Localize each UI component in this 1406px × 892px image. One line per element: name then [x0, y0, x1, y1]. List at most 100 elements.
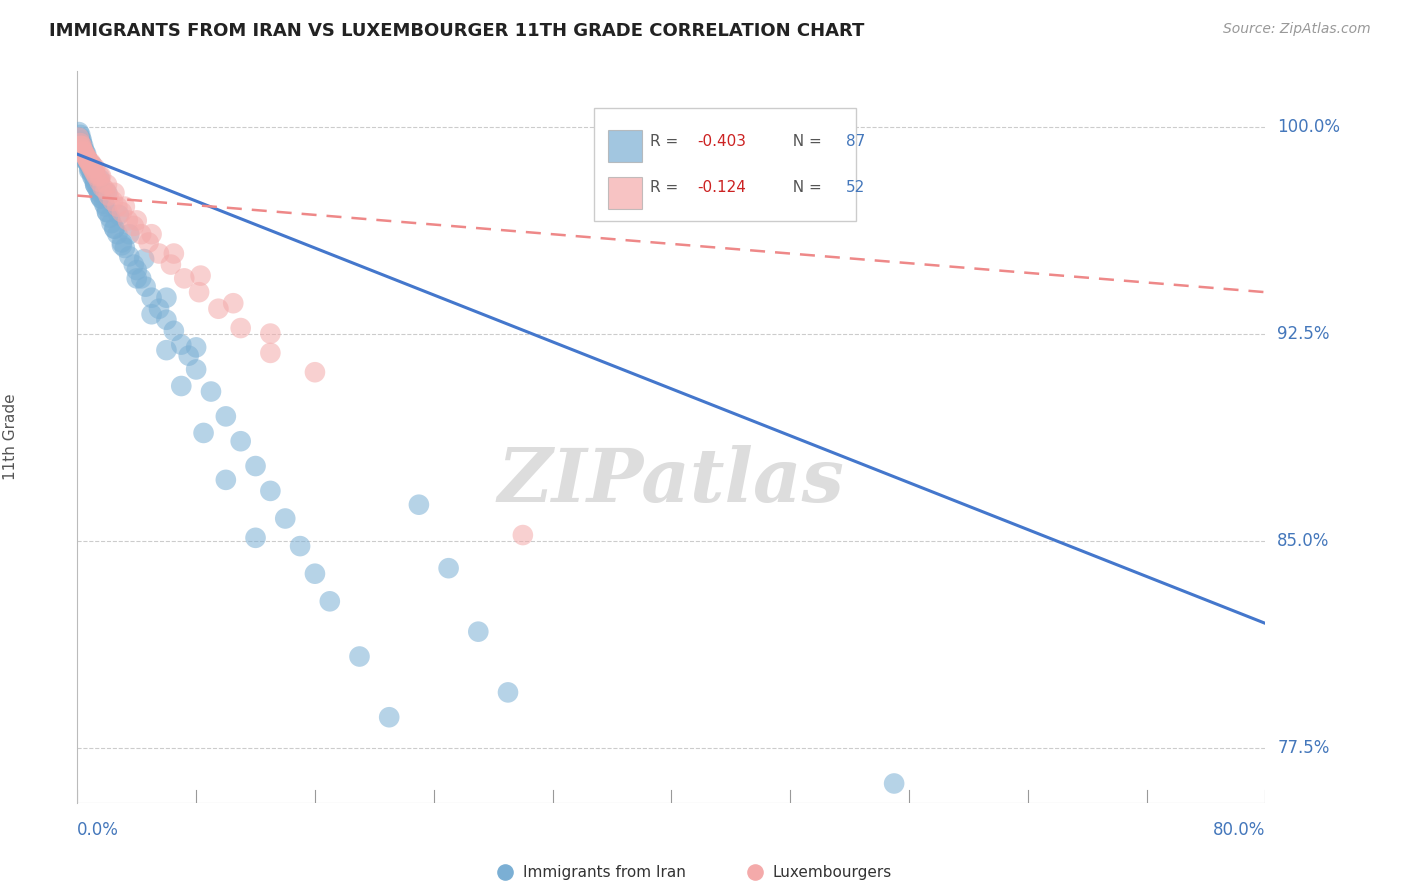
- Text: R =: R =: [650, 135, 683, 149]
- Point: [77, 163, 100, 178]
- Point: [108, 208, 131, 222]
- Point: [98, 211, 121, 225]
- Point: [72, 145, 94, 159]
- Point: [84, 178, 107, 192]
- Text: ZIPatlas: ZIPatlas: [498, 445, 845, 517]
- Point: [77, 155, 100, 169]
- Point: [67, 125, 90, 139]
- Point: [107, 200, 129, 214]
- Point: [83, 172, 105, 186]
- Point: [94, 183, 117, 197]
- Point: [100, 216, 122, 230]
- Point: [188, 285, 211, 300]
- Point: [512, 528, 534, 542]
- Point: [67, 130, 90, 145]
- Point: [111, 205, 134, 219]
- Point: [215, 473, 238, 487]
- Point: [141, 307, 163, 321]
- Point: [76, 153, 98, 167]
- Point: [94, 200, 117, 214]
- Point: [125, 271, 148, 285]
- Text: N =: N =: [783, 135, 827, 149]
- Point: [170, 379, 193, 393]
- Point: [80, 155, 103, 169]
- Point: [138, 235, 160, 250]
- Point: [76, 155, 98, 169]
- Point: [73, 147, 96, 161]
- Point: [76, 155, 98, 169]
- Point: [274, 511, 297, 525]
- Point: [76, 153, 98, 167]
- Point: [883, 776, 905, 790]
- Point: [378, 710, 401, 724]
- Point: [80, 163, 103, 178]
- Text: 92.5%: 92.5%: [1277, 325, 1330, 343]
- Text: N =: N =: [783, 180, 827, 195]
- Point: [134, 252, 156, 266]
- Point: [69, 139, 91, 153]
- Point: [190, 268, 212, 283]
- Text: 11th Grade: 11th Grade: [3, 393, 18, 481]
- Point: [349, 649, 371, 664]
- Point: [96, 205, 118, 219]
- Point: [84, 178, 107, 192]
- Point: [75, 147, 97, 161]
- Point: [148, 301, 170, 316]
- Point: [467, 624, 489, 639]
- Point: [84, 175, 107, 189]
- Point: [73, 147, 96, 161]
- Point: [173, 271, 195, 285]
- Point: [82, 169, 104, 184]
- Point: [70, 136, 93, 150]
- Point: [118, 249, 141, 263]
- Point: [245, 531, 267, 545]
- Point: [114, 200, 136, 214]
- Point: [101, 194, 124, 208]
- Text: IMMIGRANTS FROM IRAN VS LUXEMBOURGER 11TH GRADE CORRELATION CHART: IMMIGRANTS FROM IRAN VS LUXEMBOURGER 11T…: [49, 22, 865, 40]
- Point: [125, 213, 148, 227]
- Point: [155, 312, 177, 326]
- Point: [70, 139, 93, 153]
- Point: [163, 246, 186, 260]
- Point: [82, 161, 104, 175]
- Point: [69, 130, 91, 145]
- Text: 0.0%: 0.0%: [77, 821, 120, 839]
- Point: [82, 158, 104, 172]
- Text: 85.0%: 85.0%: [1277, 532, 1330, 549]
- Point: [90, 191, 112, 205]
- Point: [155, 291, 177, 305]
- Point: [89, 188, 111, 202]
- Point: [122, 258, 145, 272]
- Point: [70, 142, 93, 156]
- Point: [73, 153, 96, 167]
- Point: [89, 186, 111, 200]
- Point: [141, 291, 163, 305]
- Point: [103, 186, 125, 200]
- Point: [186, 362, 208, 376]
- Point: [86, 180, 108, 194]
- Text: Source: ZipAtlas.com: Source: ZipAtlas.com: [1223, 22, 1371, 37]
- Point: [193, 425, 215, 440]
- Point: [111, 238, 134, 252]
- Point: [125, 263, 148, 277]
- Point: [107, 227, 129, 242]
- Text: 87: 87: [846, 135, 865, 149]
- Point: [155, 343, 177, 358]
- Text: Luxembourgers: Luxembourgers: [772, 864, 891, 880]
- Point: [75, 150, 97, 164]
- Point: [73, 145, 96, 159]
- Text: R =: R =: [650, 180, 683, 195]
- Point: [96, 186, 118, 200]
- Point: [160, 258, 183, 272]
- Point: [163, 324, 186, 338]
- FancyBboxPatch shape: [595, 108, 855, 221]
- Point: [103, 221, 125, 235]
- Point: [135, 279, 157, 293]
- Point: [90, 169, 112, 184]
- Point: [304, 566, 326, 581]
- Point: [259, 346, 281, 360]
- Point: [200, 384, 222, 399]
- Point: [114, 241, 136, 255]
- Point: [129, 271, 152, 285]
- Point: [259, 326, 281, 341]
